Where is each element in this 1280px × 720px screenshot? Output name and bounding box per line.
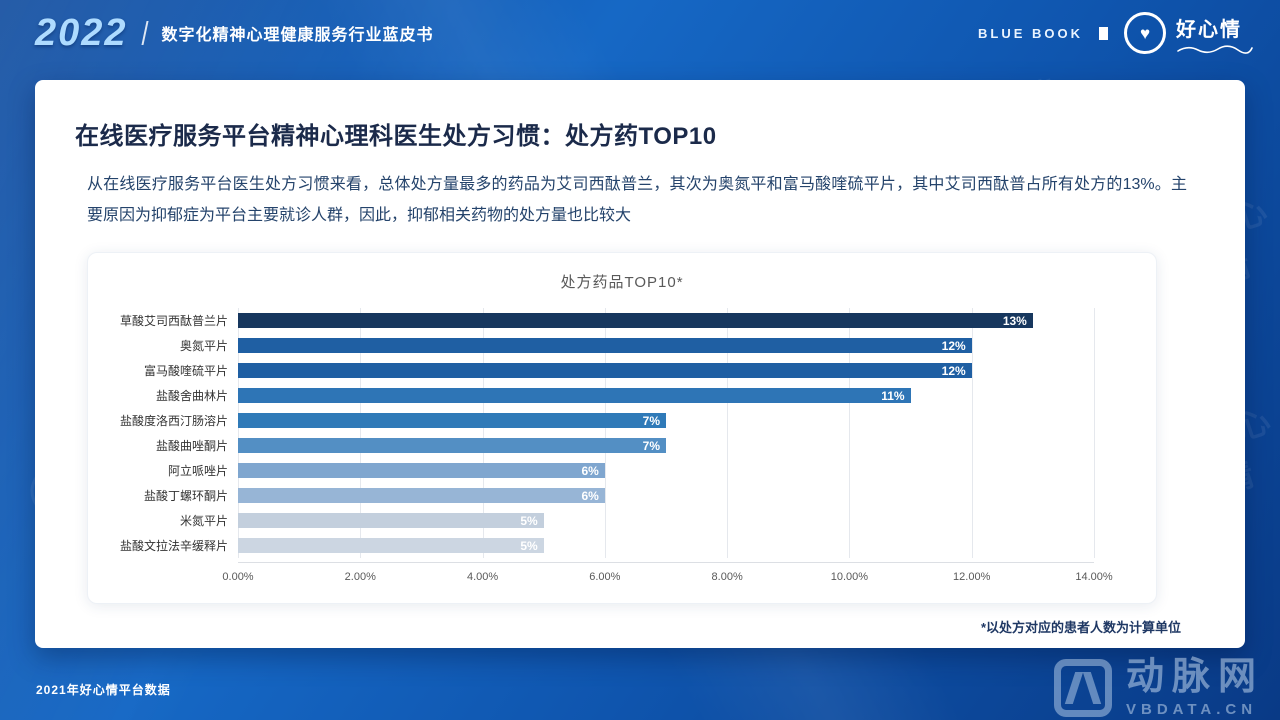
bar: 12% <box>238 338 972 353</box>
bar-row: 盐酸曲唑酮片 7% <box>88 433 1156 458</box>
bar-row: 奥氮平片 12% <box>88 333 1156 358</box>
brand-logo: ♥ 好心情 <box>1124 12 1254 54</box>
header-left: 2022 数字化精神心理健康服务行业蓝皮书 <box>35 12 434 55</box>
heart-logo-icon: ♥ <box>1124 12 1166 54</box>
chart-title: 处方药品TOP10* <box>560 274 684 291</box>
bar-track: 11% <box>238 388 1094 403</box>
content-card: 在线医疗服务平台精神心理科医生处方习惯：处方药TOP10 从在线医疗服务平台医生… <box>35 80 1245 648</box>
x-tick-label: 2.00% <box>344 571 376 583</box>
bar-row: 盐酸文拉法辛缓释片 5% <box>88 533 1156 558</box>
bar-category-label: 阿立哌唑片 <box>167 464 228 478</box>
bar-category-label: 奥氮平片 <box>179 339 228 353</box>
bar-category-label: 盐酸舍曲林片 <box>155 389 228 403</box>
bar: 13% <box>238 313 1033 328</box>
bar-track: 13% <box>238 313 1094 328</box>
chart-footnote: *以处方对应的患者人数为计算单位 <box>980 620 1181 635</box>
x-tick-label: 8.00% <box>711 571 743 583</box>
x-tick-label: 4.00% <box>466 571 499 583</box>
x-tick-label: 14.00% <box>1075 571 1113 583</box>
header-divider <box>140 21 149 45</box>
vbdata-watermark: 动脉网 VBDATA.CN <box>1053 656 1264 718</box>
header-square-mark <box>1099 26 1108 40</box>
bar-track: 5% <box>238 538 1094 553</box>
bar: 7% <box>238 438 666 453</box>
bar-row: 富马酸喹硫平片 12% <box>88 358 1156 383</box>
bar-row: 草酸艾司西酞普兰片 13% <box>88 308 1156 333</box>
bar: 5% <box>238 513 544 528</box>
bar-category-label: 草酸艾司西酞普兰片 <box>119 314 228 328</box>
header-right: BLUE BOOK ♥ 好心情 <box>978 12 1254 54</box>
bar-row: 盐酸度洛西汀肠溶片 7% <box>88 408 1156 433</box>
bar-category-label: 富马酸喹硫平片 <box>143 364 228 378</box>
x-tick-label: 12.00% <box>953 571 991 583</box>
x-tick-label: 0.00% <box>222 571 254 583</box>
bar-value-label: 6% <box>581 488 599 503</box>
bar-category-label: 盐酸曲唑酮片 <box>155 439 228 453</box>
bar: 6% <box>238 463 605 478</box>
blue-book-label: BLUE BOOK <box>978 25 1083 41</box>
chart-card: 处方药品TOP10* 草酸艾司西酞普兰片 13% 奥氮平片 12% 富马酸喹硫平片 12%… <box>87 252 1157 604</box>
bar-track: 6% <box>238 488 1094 503</box>
bar-value-label: 6% <box>581 463 599 478</box>
bar-value-label: 12% <box>941 338 966 353</box>
watermark-en: VBDATA.CN <box>1125 701 1258 718</box>
bar-value-label: 5% <box>520 538 538 553</box>
bar-category-label: 盐酸丁螺环酮片 <box>143 489 228 503</box>
bar-value-label: 13% <box>1002 313 1027 328</box>
chart-rows: 草酸艾司西酞普兰片 13% 奥氮平片 12% 富马酸喹硫平片 12% 盐酸舍曲林片 11% 盐酸… <box>88 308 1156 558</box>
bar-track: 7% <box>238 438 1094 453</box>
watermark-cn: 动脉网 <box>1125 656 1264 699</box>
bar-row: 盐酸丁螺环酮片 6% <box>88 483 1156 508</box>
bar-value-label: 11% <box>881 388 905 403</box>
bar-track: 12% <box>238 338 1094 353</box>
bar-value-label: 12% <box>941 363 966 378</box>
brand-name: 好心情 <box>1176 18 1242 41</box>
x-axis: 0.00% 2.00% 4.00% 6.00% 8.00% 10.00% 12.00% 14.… <box>222 562 1113 593</box>
data-source: 2021年好心情平台数据 <box>36 683 171 697</box>
bar-category-label: 米氮平片 <box>179 514 228 528</box>
bar: 6% <box>238 488 605 503</box>
bar: 11% <box>238 388 911 403</box>
bar-category-label: 盐酸文拉法辛缓释片 <box>119 539 228 553</box>
bar-row: 米氮平片 5% <box>88 508 1156 533</box>
bar: 5% <box>238 538 544 553</box>
x-tick-label: 10.00% <box>830 571 869 583</box>
bar-row: 阿立哌唑片 6% <box>88 458 1156 483</box>
brand-script-flourish <box>1177 44 1253 54</box>
bar-category-label: 盐酸度洛西汀肠溶片 <box>119 414 228 428</box>
bar-chart: 草酸艾司西酞普兰片 13% 奥氮平片 12% 富马酸喹硫平片 12% 盐酸舍曲林片 11% 盐酸… <box>88 308 1156 593</box>
bar: 7% <box>238 413 666 428</box>
bar-value-label: 7% <box>642 438 660 453</box>
description-paragraph: 从在线医疗服务平台医生处方习惯来看，总体处方量最多的药品为艾司西酞普兰，其次为奥… <box>87 176 1187 224</box>
bar-track: 6% <box>238 463 1094 478</box>
bar: 12% <box>238 363 972 378</box>
vbdata-watermark-text: 动脉网 VBDATA.CN <box>1125 656 1264 718</box>
bar-track: 7% <box>238 413 1094 428</box>
page-title: 在线医疗服务平台精神心理科医生处方习惯：处方药TOP10 <box>75 123 717 150</box>
bar-value-label: 5% <box>520 513 538 528</box>
bar-row: 盐酸舍曲林片 11% <box>88 383 1156 408</box>
bar-value-label: 7% <box>642 413 660 428</box>
year-logo: 2022 <box>35 11 128 54</box>
header-subtitle: 数字化精神心理健康服务行业蓝皮书 <box>161 27 434 44</box>
header: 2022 数字化精神心理健康服务行业蓝皮书 BLUE BOOK ♥ 好心情 <box>0 0 1280 66</box>
bar-track: 5% <box>238 513 1094 528</box>
bar-track: 12% <box>238 363 1094 378</box>
vbdata-logo-icon <box>1053 658 1112 717</box>
brand-text: 好心情 <box>1176 13 1254 54</box>
x-tick-label: 6.00% <box>589 571 621 583</box>
